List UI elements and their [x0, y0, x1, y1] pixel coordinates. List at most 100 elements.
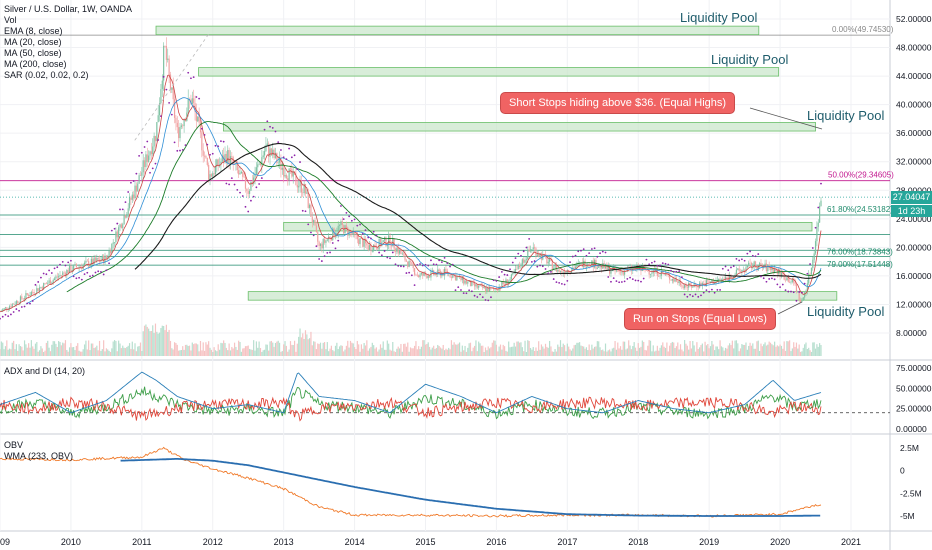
sar-dot: [582, 248, 585, 251]
candle-body: [258, 163, 260, 165]
candle-body: [251, 181, 253, 184]
volume-bar: [326, 342, 328, 356]
volume-bar: [564, 345, 566, 356]
run-on-stops-annotation: Run on Stops (Equal Lows): [624, 308, 776, 330]
sar-dot: [72, 275, 75, 278]
volume-bar: [112, 341, 114, 356]
candle-body: [573, 267, 575, 269]
sar-dot: [176, 149, 179, 152]
volume-bar: [333, 351, 335, 356]
sar-dot: [773, 278, 776, 281]
volume-bar: [227, 350, 229, 356]
candle-body: [476, 284, 478, 288]
sar-dot: [203, 133, 206, 136]
candle-body: [40, 286, 42, 288]
volume-bar: [546, 346, 548, 356]
volume-bar: [802, 347, 804, 356]
x-tick-label: 2010: [61, 537, 81, 547]
sar-dot: [443, 257, 446, 259]
sar-dot: [790, 290, 792, 293]
candle-body: [74, 264, 76, 266]
volume-bar: [557, 344, 559, 356]
sar-dot: [179, 149, 181, 152]
volume-bar: [389, 349, 391, 356]
candle-body: [287, 178, 289, 181]
sar-dot: [650, 261, 653, 264]
volume-bar: [374, 348, 376, 356]
candle-body: [148, 155, 150, 162]
sar-dot: [348, 215, 351, 218]
candle-body: [32, 292, 34, 293]
sar-dot: [331, 242, 334, 244]
x-tick-label: 2015: [415, 537, 435, 547]
volume-bar: [235, 346, 237, 356]
candle-body: [819, 206, 821, 223]
candle-body: [198, 116, 200, 123]
annotation-arrow: [749, 107, 823, 130]
candle-body: [70, 265, 72, 272]
sar-dot: [42, 272, 45, 275]
volume-bar: [363, 343, 365, 356]
volume-bar: [55, 343, 57, 356]
sar-dot: [195, 96, 198, 98]
candle-body: [617, 270, 619, 272]
volume-bar: [77, 343, 79, 356]
volume-bar: [68, 347, 71, 356]
volume-bar: [115, 341, 117, 356]
volume-bar: [154, 323, 157, 356]
sar-dot: [645, 258, 648, 261]
volume-bar: [739, 348, 742, 356]
candle-body: [127, 208, 129, 215]
volume-bar: [149, 331, 151, 356]
volume-bar: [89, 350, 91, 356]
volume-bar: [344, 349, 346, 356]
candle-body: [479, 284, 481, 286]
candle-body: [484, 286, 487, 292]
volume-bar: [718, 349, 720, 356]
sar-dot: [776, 283, 779, 286]
volume-bar: [654, 351, 656, 356]
volume-bar: [45, 342, 47, 356]
sar-dot: [200, 127, 203, 130]
candle-body: [262, 155, 264, 158]
candle-body: [797, 291, 799, 293]
sar-dot: [280, 149, 282, 151]
volume-bar: [322, 342, 324, 356]
sar-dot: [427, 264, 430, 267]
candle-body: [621, 271, 623, 273]
sar-dot: [1, 315, 4, 318]
candle-body: [659, 275, 661, 277]
candle-body: [398, 250, 401, 254]
candle-body: [669, 274, 671, 280]
candle-body: [128, 197, 131, 209]
volume-bar: [248, 348, 251, 356]
sar-dot: [184, 144, 187, 147]
volume-bar: [319, 342, 322, 356]
volume-bar: [330, 345, 332, 356]
candle-body: [666, 274, 668, 275]
price-tick-label: 20.00000: [896, 242, 932, 252]
volume-bar: [666, 342, 668, 356]
volume-bar: [452, 344, 454, 356]
volume-bar: [493, 340, 495, 356]
candle-body: [90, 258, 92, 266]
volume-bar: [744, 344, 746, 356]
liquidity-zone: [155, 25, 760, 36]
sar-dot: [342, 218, 345, 221]
sar-dot: [91, 274, 94, 277]
volume-bar: [293, 340, 296, 356]
candle-body: [378, 238, 380, 250]
candle-body: [75, 264, 77, 268]
sar-dot: [689, 293, 691, 296]
volume-bar: [355, 349, 357, 356]
volume-bar: [203, 350, 206, 356]
candle-body: [767, 264, 769, 272]
volume-bar: [164, 330, 166, 356]
candle-body: [374, 244, 376, 248]
candle-body: [790, 281, 792, 283]
volume-bar: [40, 346, 42, 356]
volume-bar: [86, 349, 88, 356]
sar-dot: [127, 191, 130, 193]
sar-dot: [809, 263, 811, 265]
